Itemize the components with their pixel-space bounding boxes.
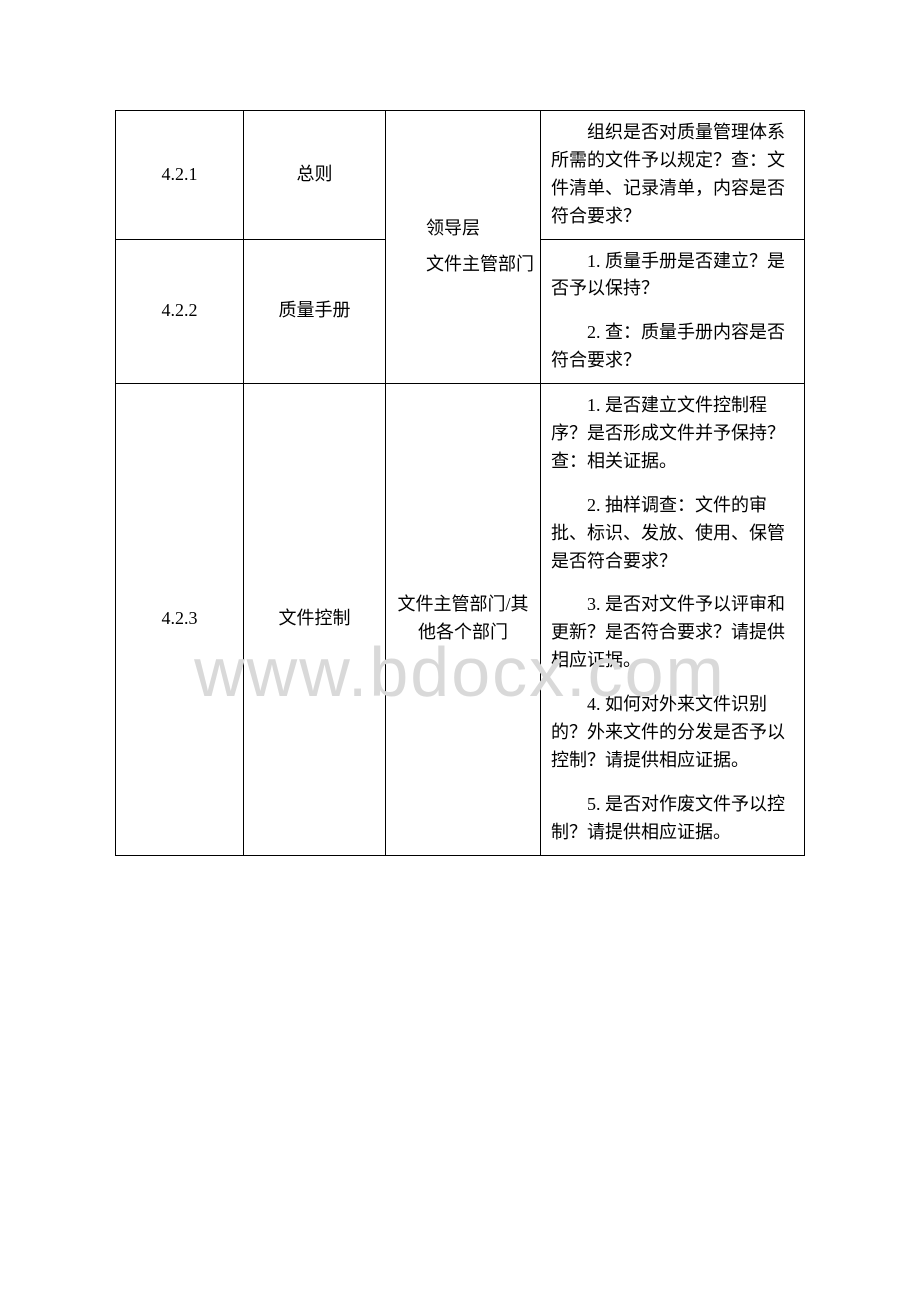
cell-title: 质量手册: [244, 239, 386, 384]
question-item: 组织是否对质量管理体系所需的文件予以规定？查：文件清单、记录清单，内容是否符合要…: [551, 119, 794, 231]
cell-text: 4.2.2: [116, 289, 243, 333]
cell-text: 组织是否对质量管理体系所需的文件予以规定？查：文件清单、记录清单，内容是否符合要…: [541, 111, 804, 239]
cell-text: 1. 质量手册是否建立？是否予以保持？ 2. 查：质量手册内容是否符合要求？: [541, 240, 804, 384]
cell-clause: 4.2.2: [116, 239, 244, 384]
cell-text: 质量手册: [244, 289, 385, 333]
table-row: 4.2.3 文件控制 文件主管部门/其他各个部门 1. 是否建立文件控制程序？是…: [116, 384, 805, 855]
cell-questions: 组织是否对质量管理体系所需的文件予以规定？查：文件清单、记录清单，内容是否符合要…: [541, 111, 805, 240]
table-row: 4.2.1 总则 领导层 文件主管部门 组织是否对质量管理体系所需的文件予以规定…: [116, 111, 805, 240]
cell-text: 4.2.3: [116, 597, 243, 641]
cell-text: 文件控制: [244, 597, 385, 641]
question-item: 1. 质量手册是否建立？是否予以保持？: [551, 248, 794, 304]
cell-text: 总则: [244, 153, 385, 197]
question-item: 3. 是否对文件予以评审和更新？是否符合要求？请提供相应证据。: [551, 591, 794, 675]
cell-text: 1. 是否建立文件控制程序？是否形成文件并予保持？查：相关证据。 2. 抽样调查…: [541, 384, 804, 854]
cell-clause: 4.2.3: [116, 384, 244, 855]
audit-table: 4.2.1 总则 领导层 文件主管部门 组织是否对质量管理体系所需的文件予以规定…: [115, 110, 805, 856]
cell-text: 领导层 文件主管部门: [386, 207, 540, 287]
question-item: 1. 是否建立文件控制程序？是否形成文件并予保持？查：相关证据。: [551, 392, 794, 476]
cell-title: 文件控制: [244, 384, 386, 855]
question-item: 5. 是否对作废文件予以控制？请提供相应证据。: [551, 791, 794, 847]
cell-text: 文件主管部门/其他各个部门: [397, 594, 528, 642]
cell-title: 总则: [244, 111, 386, 240]
cell-dept: 文件主管部门/其他各个部门: [386, 384, 541, 855]
question-item: 2. 抽样调查：文件的审批、标识、发放、使用、保管是否符合要求？: [551, 492, 794, 576]
cell-text: 4.2.1: [116, 153, 243, 197]
question-item: 2. 查：质量手册内容是否符合要求？: [551, 319, 794, 375]
question-item: 4. 如何对外来文件识别的？外来文件的分发是否予以控制？请提供相应证据。: [551, 691, 794, 775]
cell-clause: 4.2.1: [116, 111, 244, 240]
cell-dept: 领导层 文件主管部门: [386, 111, 541, 384]
dept-line: 领导层: [390, 215, 536, 243]
cell-questions: 1. 是否建立文件控制程序？是否形成文件并予保持？查：相关证据。 2. 抽样调查…: [541, 384, 805, 855]
cell-questions: 1. 质量手册是否建立？是否予以保持？ 2. 查：质量手册内容是否符合要求？: [541, 239, 805, 384]
dept-line: 文件主管部门: [390, 251, 536, 279]
document-page: 4.2.1 总则 领导层 文件主管部门 组织是否对质量管理体系所需的文件予以规定…: [0, 0, 920, 916]
